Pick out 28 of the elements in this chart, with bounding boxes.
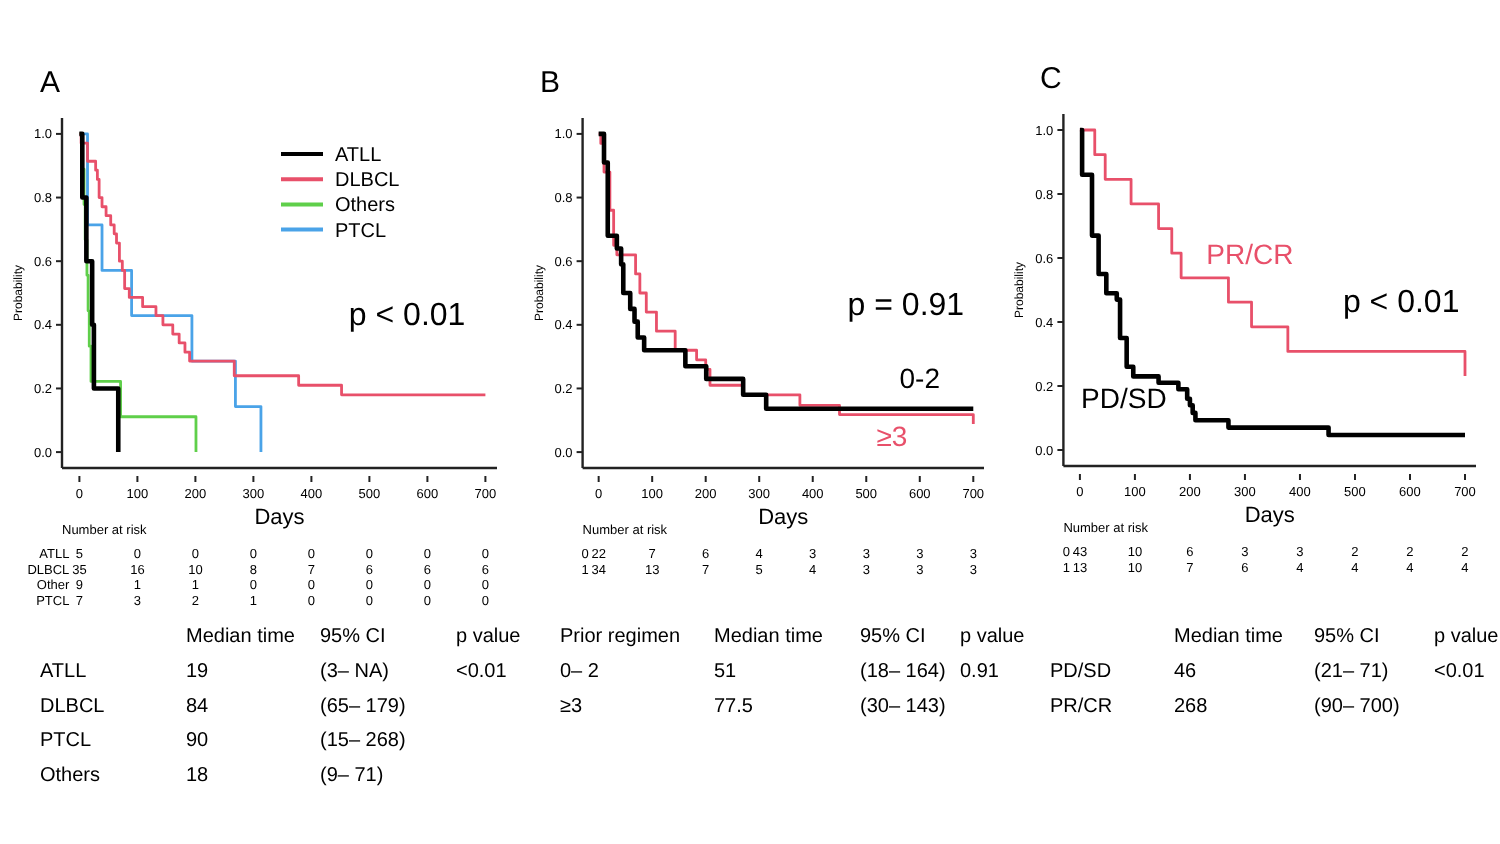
legend-label: PTCL xyxy=(335,220,387,243)
text: PD/SD 46 (21– 71) <0.01 xyxy=(1050,660,1485,683)
x-axis-title: Days xyxy=(758,506,810,530)
text: DLBCL 84 (65– 179) xyxy=(40,695,406,718)
text: ≥3 77.5 (30– 143) xyxy=(560,695,946,718)
series-label: PR/CR xyxy=(1206,238,1294,271)
annotation: p < 0.01 xyxy=(348,298,466,333)
series-label: PD/SD xyxy=(1081,382,1167,415)
text: 0– 2 51 (18– 164) 0.91 xyxy=(560,660,999,683)
text: PTCL 90 (15– 268) xyxy=(40,730,406,753)
chart-title: C xyxy=(1040,62,1062,96)
legend-label: DLBCL xyxy=(335,170,401,193)
annotation: p < 0.01 xyxy=(1342,286,1460,321)
text: Median time 95% CI p value xyxy=(186,626,521,648)
legend-label: ATLL xyxy=(335,145,383,167)
text: Median time 95% CI p value xyxy=(1174,626,1499,648)
chart-title: B xyxy=(540,66,561,100)
legend-label: Others xyxy=(335,195,396,218)
chart-title: A xyxy=(40,66,61,100)
x-axis-title: Days xyxy=(254,506,306,530)
series-label: ≥3 xyxy=(876,419,908,452)
series-label: 0-2 xyxy=(899,362,941,395)
text: Others 18 (9– 71) xyxy=(40,765,384,788)
x-axis-title: Days xyxy=(1244,504,1296,528)
annotation: p = 0.91 xyxy=(847,289,965,324)
text: ATLL 19 (3– NA) <0.01 xyxy=(40,660,507,683)
text: PR/CR 268 (90– 700) xyxy=(1050,695,1400,718)
text: Prior regimen Median time 95% CI p value xyxy=(560,626,1025,648)
